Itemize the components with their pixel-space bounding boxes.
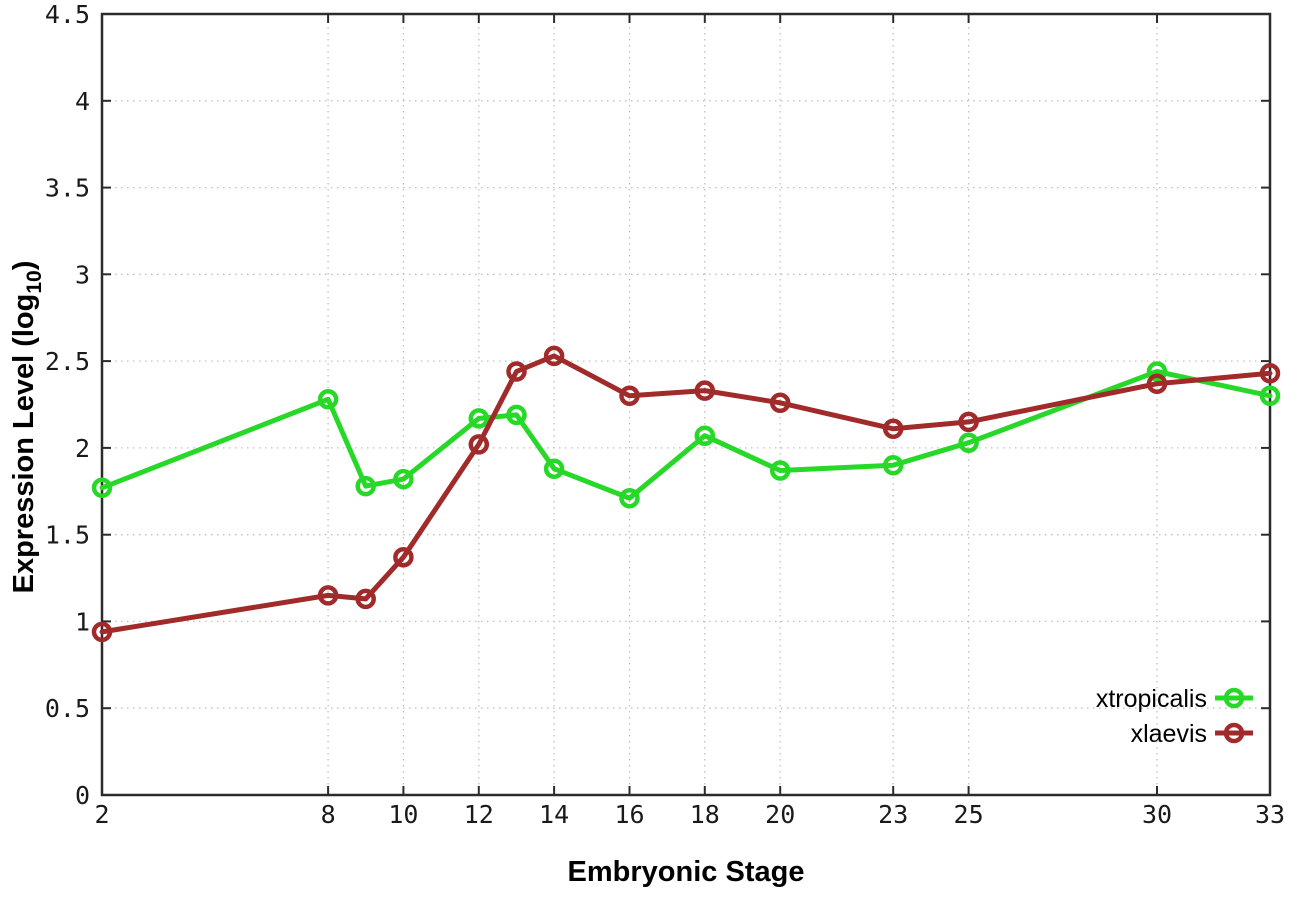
data-point-xlaevis (317, 585, 339, 606)
data-point-xlaevis (393, 546, 414, 568)
data-point-xlaevis (468, 434, 490, 455)
x-tick-label: 16 (614, 800, 644, 829)
data-point-xlaevis (694, 380, 716, 401)
data-point-xlaevis (769, 392, 791, 414)
x-tick-label: 30 (1142, 800, 1172, 829)
x-tick-label: 8 (321, 800, 336, 829)
y-tick-label: 3.5 (45, 174, 90, 203)
data-point-xtropicalis (468, 408, 490, 429)
data-point-xtropicalis (769, 460, 791, 481)
data-point-xtropicalis (694, 425, 716, 446)
data-point-xlaevis (1146, 373, 1168, 394)
x-tick-label: 12 (464, 800, 494, 829)
y-tick-label: 4 (75, 87, 90, 116)
data-point-xtropicalis (506, 404, 527, 426)
y-axis-title: Expression Level (log10) (8, 261, 46, 594)
data-point-xlaevis (882, 418, 904, 440)
x-tick-label: 10 (388, 800, 418, 829)
data-point-xtropicalis (1259, 385, 1281, 407)
y-tick-label: 1.5 (45, 521, 90, 550)
y-tick-label: 2.5 (45, 347, 90, 376)
x-tick-label: 25 (954, 800, 984, 829)
data-point-xlaevis (619, 385, 640, 407)
legend-label-xlaevis: xlaevis (1131, 720, 1207, 748)
y-tick-label: 0.5 (45, 694, 90, 723)
legend-label-xtropicalis: xtropicalis (1096, 685, 1207, 713)
data-point-xtropicalis (393, 468, 414, 490)
x-tick-label: 14 (539, 800, 569, 829)
data-point-xtropicalis (91, 477, 113, 499)
data-point-xtropicalis (1146, 361, 1168, 382)
y-tick-label: 0 (75, 781, 90, 810)
data-point-xtropicalis (619, 487, 640, 509)
x-tick-label: 23 (878, 800, 908, 829)
data-point-xtropicalis (317, 389, 339, 410)
y-tick-label: 3 (75, 260, 90, 289)
data-point-xlaevis (543, 345, 565, 367)
data-point-xtropicalis (355, 475, 376, 497)
x-tick-label: 33 (1255, 800, 1285, 829)
x-tick-label: 18 (690, 800, 720, 829)
data-point-xlaevis (506, 361, 527, 382)
data-point-xlaevis (355, 588, 376, 610)
y-tick-label: 4.5 (45, 0, 90, 29)
data-point-xlaevis (958, 411, 979, 433)
x-tick-label: 2 (94, 800, 109, 829)
y-tick-label: 1 (75, 607, 90, 636)
series-line-xlaevis (99, 353, 1273, 635)
data-point-xtropicalis (543, 458, 565, 479)
data-point-xlaevis (91, 621, 113, 643)
data-point-xlaevis (1259, 363, 1281, 384)
x-axis-title: Embryonic Stage (568, 856, 805, 888)
legend-marker-xlaevis (1223, 722, 1245, 744)
data-point-xtropicalis (958, 432, 979, 453)
plot-border (100, 12, 1272, 797)
x-tick-label: 20 (765, 800, 795, 829)
legend-marker-xtropicalis (1223, 687, 1245, 709)
data-point-xtropicalis (882, 454, 904, 476)
y-tick-label: 2 (75, 434, 90, 463)
